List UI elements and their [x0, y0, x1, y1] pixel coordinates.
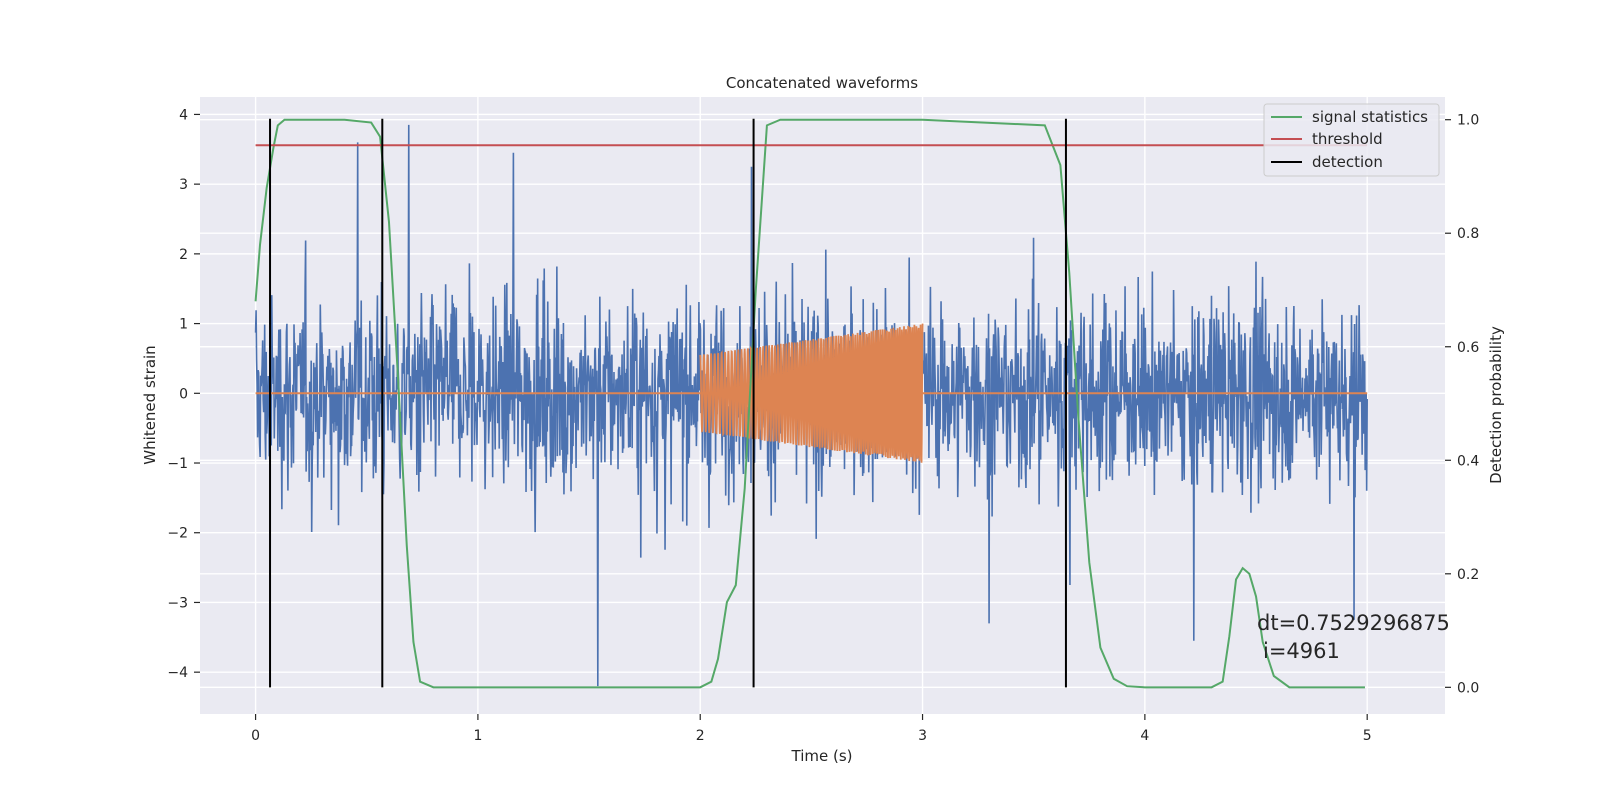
y-tick-label: 4	[179, 107, 188, 123]
y-right-tick-label: 0.4	[1457, 453, 1479, 469]
x-tick-label: 3	[918, 728, 927, 744]
y-tick-label: −3	[167, 595, 188, 611]
x-tick-label: 2	[696, 728, 705, 744]
y-tick-label: −4	[167, 665, 188, 681]
annotation: dt=0.7529296875 i=4961	[1257, 611, 1450, 663]
legend-label-threshold: threshold	[1312, 130, 1383, 148]
y-tick-label: 3	[179, 177, 188, 193]
y-tick-label: 1	[179, 317, 188, 333]
y-tick-label: −1	[167, 456, 188, 472]
y-right-tick-label: 0.8	[1457, 226, 1479, 242]
annotation-dt: dt=0.7529296875	[1257, 611, 1450, 635]
y-axis-label: Whitened strain	[141, 345, 159, 464]
grid-lines	[200, 97, 1445, 714]
y-right-tick-label: 1.0	[1457, 113, 1479, 129]
axis-ticks: 0 1 2 3 4 5 −4 −3 −2 −1 0 1 2 3 4 0.0 0.2 0.4 0.6 0.8 1.0	[167, 107, 1479, 744]
x-tick-label: 4	[1140, 728, 1149, 744]
y-tick-label: −2	[167, 526, 188, 542]
y-right-tick-label: 0.2	[1457, 567, 1479, 583]
chart-title: Concatenated waveforms	[726, 74, 918, 92]
line-series	[254, 118, 1368, 689]
chirp-trace	[699, 323, 924, 463]
x-axis-label: Time (s)	[791, 747, 853, 765]
signal-statistics-line	[254, 118, 1365, 689]
y-right-tick-label: 0.6	[1457, 340, 1479, 356]
legend-label-signal-statistics: signal statistics	[1312, 108, 1428, 126]
x-tick-label: 5	[1363, 728, 1372, 744]
legend: signal statistics threshold detection	[1263, 103, 1440, 177]
y-tick-label: 2	[179, 247, 188, 263]
x-tick-label: 0	[251, 728, 260, 744]
annotation-i: i=4961	[1263, 639, 1340, 663]
x-tick-label: 1	[473, 728, 482, 744]
y-tick-label: 0	[179, 386, 188, 402]
legend-label-detection: detection	[1312, 153, 1383, 171]
y-right-tick-label: 0.0	[1457, 680, 1479, 696]
chirp-series	[255, 323, 1368, 463]
detection-lines	[269, 118, 1067, 688]
legend-box	[1263, 103, 1440, 177]
y-axis-right-label: Detection probability	[1487, 326, 1505, 484]
